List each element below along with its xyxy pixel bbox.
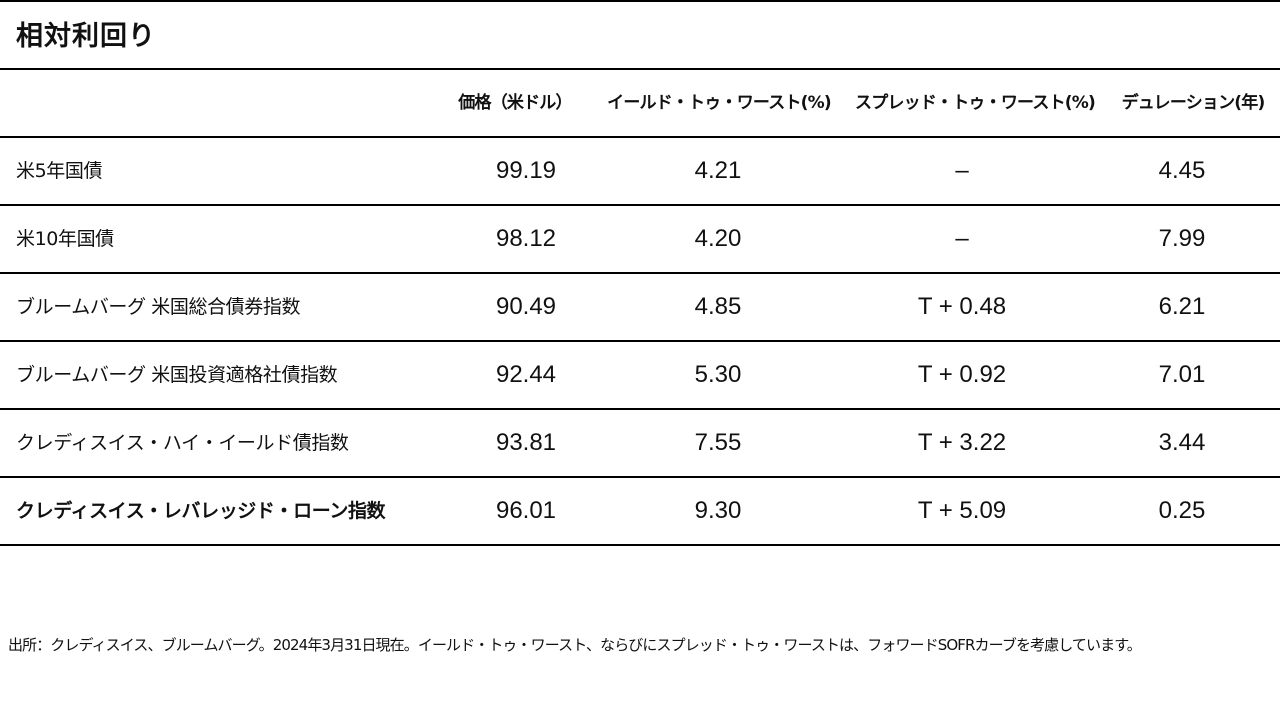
duration-cell: 3.44 <box>1158 429 1206 456</box>
table-row: ブルームバーグ 米国投資適格社債指数 92.44 5.30 T + 0.92 7… <box>0 340 1280 408</box>
price-cell: 98.12 <box>495 225 557 252</box>
column-header-duration: デュレーション(年) <box>1121 93 1266 113</box>
table-row: ブルームバーグ 米国総合債券指数 90.49 4.85 T + 0.48 6.2… <box>0 272 1280 340</box>
price-cell: 99.19 <box>495 157 557 184</box>
duration-cell: 0.25 <box>1158 497 1206 524</box>
row-name: クレディスイス・レバレッジド・ローン指数 <box>16 500 386 522</box>
table-row: 米10年国債 98.12 4.20 – 7.99 <box>0 204 1280 272</box>
row-name: ブルームバーグ 米国投資適格社債指数 <box>16 364 338 386</box>
yield-to-worst-cell: 7.55 <box>694 429 742 456</box>
column-header-price: 価格（米ドル） <box>458 93 572 113</box>
column-header-yield-to-worst: イールド・トゥ・ワースト(%) <box>607 93 832 113</box>
column-header-spread-to-worst: スプレッド・トゥ・ワースト(%) <box>855 93 1096 113</box>
page-title: 相対利回り <box>16 21 156 52</box>
yield-to-worst-cell: 5.30 <box>694 361 742 388</box>
price-cell: 92.44 <box>495 361 557 388</box>
spread-to-worst-cell: T + 0.48 <box>917 293 1007 320</box>
spread-to-worst-cell: – <box>955 225 969 252</box>
yield-to-worst-cell: 4.85 <box>694 293 742 320</box>
spread-to-worst-cell: T + 0.92 <box>917 361 1007 388</box>
row-name: ブルームバーグ 米国総合債券指数 <box>16 296 301 318</box>
duration-cell: 4.45 <box>1158 157 1206 184</box>
row-name: 米10年国債 <box>16 228 114 250</box>
price-cell: 93.81 <box>495 429 557 456</box>
table-row: クレディスイス・レバレッジド・ローン指数 96.01 9.30 T + 5.09… <box>0 476 1280 546</box>
duration-cell: 7.01 <box>1158 361 1206 388</box>
spread-to-worst-cell: – <box>955 157 969 184</box>
row-name: クレディスイス・ハイ・イールド債指数 <box>16 432 349 454</box>
table-row: クレディスイス・ハイ・イールド債指数 93.81 7.55 T + 3.22 3… <box>0 408 1280 476</box>
row-name: 米5年国債 <box>16 160 103 182</box>
duration-cell: 7.99 <box>1158 225 1206 252</box>
price-cell: 90.49 <box>495 293 557 320</box>
yield-to-worst-cell: 4.20 <box>694 225 742 252</box>
table-row: 米5年国債 99.19 4.21 – 4.45 <box>0 136 1280 204</box>
top-rule <box>0 0 1280 2</box>
yield-to-worst-cell: 9.30 <box>694 497 742 524</box>
price-cell: 96.01 <box>495 497 557 524</box>
spread-to-worst-cell: T + 5.09 <box>917 497 1007 524</box>
relative-yield-table: 価格（米ドル） イールド・トゥ・ワースト(%) スプレッド・トゥ・ワースト(%)… <box>0 68 1280 546</box>
yield-to-worst-cell: 4.21 <box>694 157 742 184</box>
table-header-row: 価格（米ドル） イールド・トゥ・ワースト(%) スプレッド・トゥ・ワースト(%)… <box>0 68 1280 136</box>
duration-cell: 6.21 <box>1158 293 1206 320</box>
spread-to-worst-cell: T + 3.22 <box>917 429 1007 456</box>
source-footnote: 出所：クレディスイス、ブルームバーグ。2024年3月31日現在。イールド・トゥ・… <box>8 636 1142 654</box>
